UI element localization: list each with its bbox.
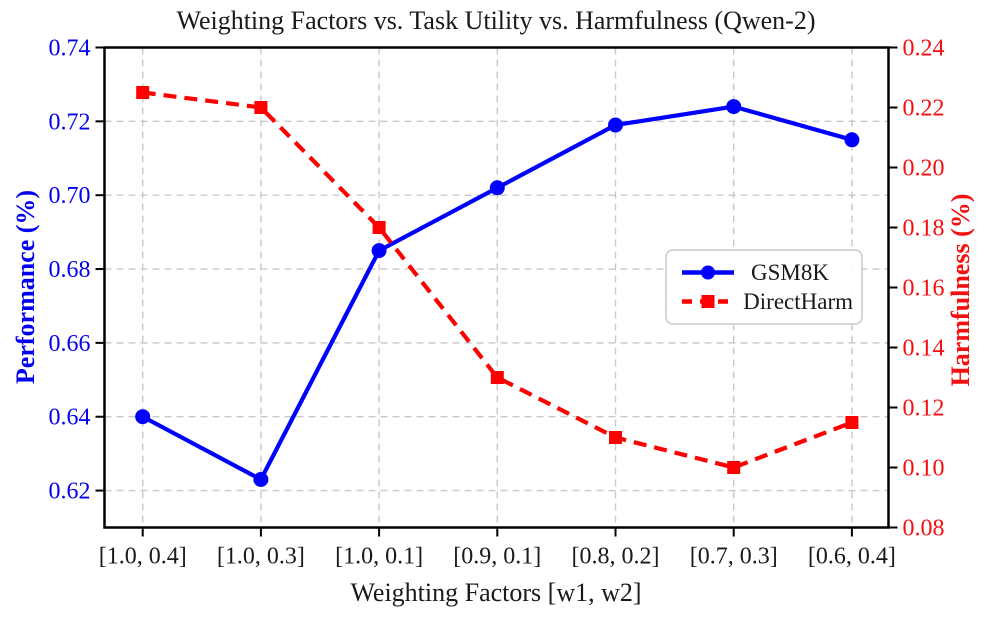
data-point-gsm8k <box>253 472 269 487</box>
right-tick-label: 0.18 <box>903 216 945 242</box>
x-tick-label: [1.0, 0.4] <box>99 544 187 570</box>
data-point-directharm <box>372 221 386 234</box>
data-point-directharm <box>254 101 268 114</box>
x-tick-label: [1.0, 0.3] <box>217 544 305 570</box>
x-tick-label: [0.6, 0.4] <box>808 544 896 570</box>
right-tick-label: 0.12 <box>903 396 945 422</box>
right-tick-label: 0.16 <box>903 276 945 302</box>
x-tick-label: [0.7, 0.3] <box>690 544 778 570</box>
right-tick-label: 0.14 <box>903 336 945 362</box>
x-tick-label: [0.8, 0.2] <box>572 544 660 570</box>
legend-label-directharm: DirectHarm <box>743 289 853 315</box>
right-tick-label: 0.24 <box>903 36 945 62</box>
data-point-directharm <box>609 431 622 444</box>
legend-item-directharm[interactable]: DirectHarm <box>680 290 853 313</box>
x-tick-label: [0.9, 0.1] <box>453 544 541 570</box>
right-tick-label: 0.10 <box>903 456 945 482</box>
left-tick-label: 0.70 <box>49 183 91 209</box>
legend-label-gsm8k: GSM8K <box>751 259 829 285</box>
data-point-gsm8k <box>726 99 742 115</box>
data-point-directharm <box>845 416 859 429</box>
x-tick-label: [1.0, 0.1] <box>335 544 423 570</box>
data-point-gsm8k <box>489 180 505 196</box>
left-tick-label: 0.66 <box>49 331 91 357</box>
left-tick-label: 0.74 <box>49 36 91 62</box>
legend-square-marker-icon <box>701 295 715 309</box>
x-axis-label: Weighting Factors [w1, w2] <box>350 578 642 607</box>
legend[interactable]: GSM8K DirectHarm <box>665 249 863 325</box>
left-tick-label: 0.72 <box>49 109 91 135</box>
data-point-gsm8k <box>371 243 387 259</box>
data-point-gsm8k <box>844 132 860 148</box>
legend-circle-marker-icon <box>701 265 715 280</box>
data-point-directharm <box>136 86 150 99</box>
chart-title: Weighting Factors vs. Task Utility vs. H… <box>176 6 816 35</box>
right-tick-label: 0.08 <box>903 516 945 542</box>
data-point-directharm <box>490 371 504 384</box>
left-tick-label: 0.62 <box>49 479 91 505</box>
legend-item-gsm8k[interactable]: GSM8K <box>680 261 853 284</box>
data-point-gsm8k <box>135 409 151 425</box>
left-tick-label: 0.68 <box>49 257 91 283</box>
directharm-line-sample <box>682 295 729 309</box>
data-point-gsm8k <box>608 117 623 133</box>
gsm8k-line-sample <box>682 265 734 280</box>
left-tick-label: 0.64 <box>49 405 91 431</box>
right-tick-label: 0.20 <box>903 156 945 182</box>
right-tick-label: 0.22 <box>903 96 945 122</box>
data-point-directharm <box>727 461 741 474</box>
